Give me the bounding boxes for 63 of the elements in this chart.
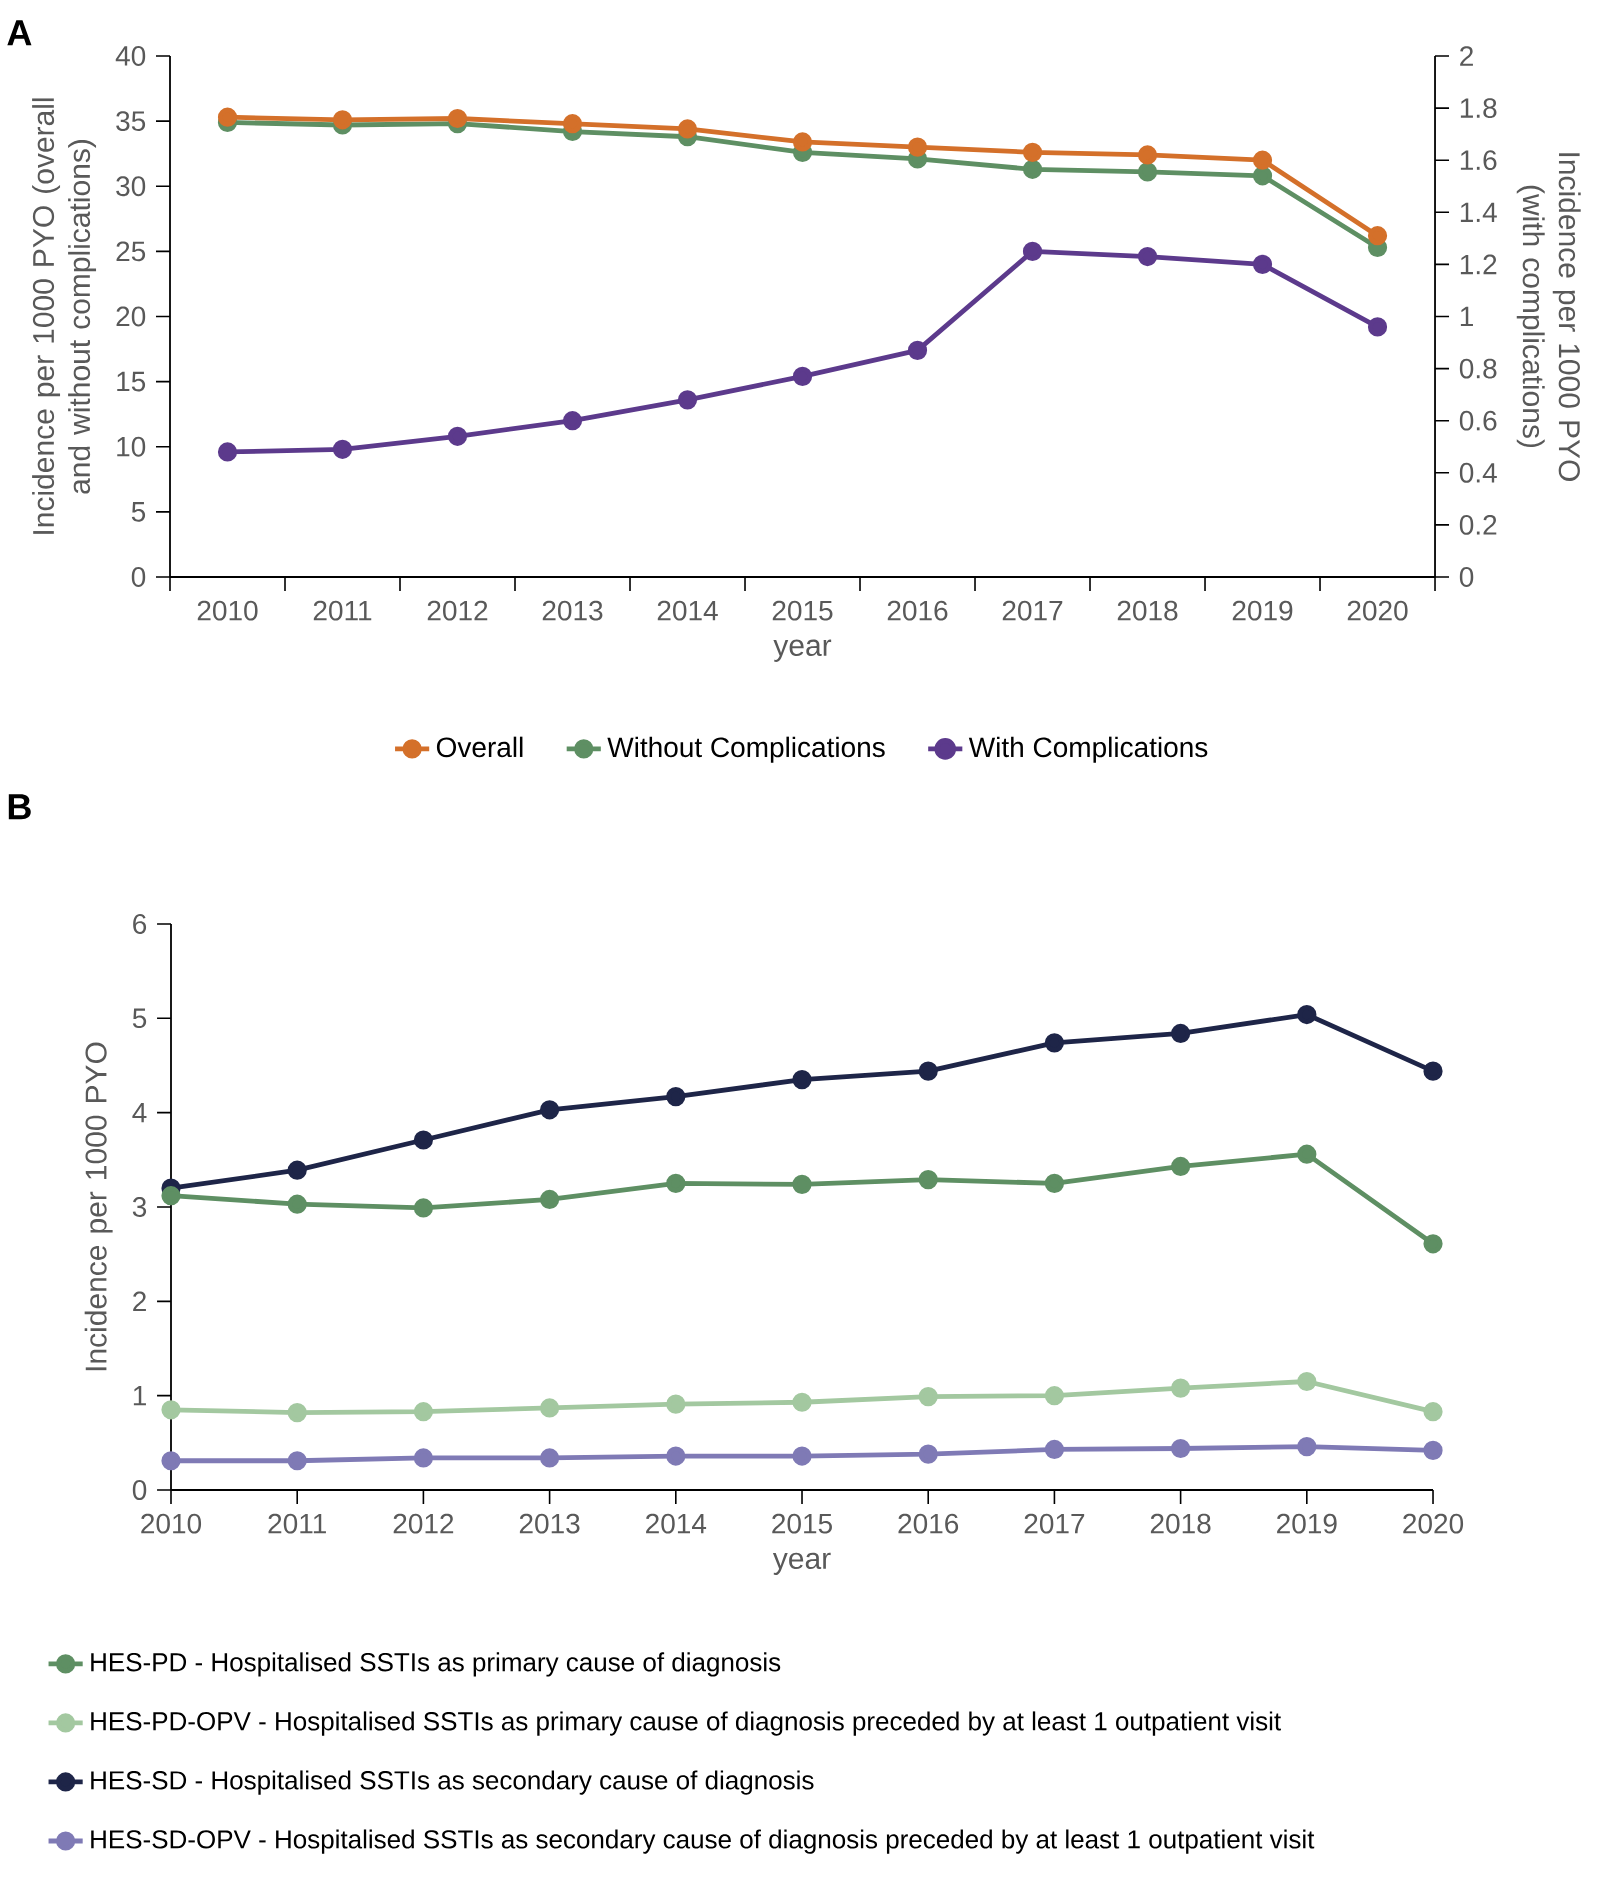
- y-tick-label: 5: [132, 1008, 147, 1029]
- y-tick-label: 15: [117, 371, 146, 392]
- legend-label: HES-SD - Hospitalised SSTIs as secondary cause of diagnosis: [91, 1770, 814, 1795]
- y2-tick-label: 1.6: [1460, 150, 1497, 171]
- y2-tick-label: 1: [1460, 306, 1473, 327]
- y2-tick-label: 1.4: [1460, 202, 1497, 222]
- x-tick-label: 2019: [1232, 600, 1293, 621]
- y2-tick-label: 0: [1459, 567, 1474, 587]
- x-tick-label: 2018: [1150, 1513, 1211, 1534]
- x-tick-label: 2012: [393, 1513, 454, 1534]
- y-tick-label: 5: [131, 502, 146, 522]
- x-tick-label: 2014: [646, 1513, 707, 1534]
- y-tick-label: 40: [115, 46, 146, 66]
- y-tick-label: 1: [133, 1386, 146, 1406]
- x-tick-label: 2014: [657, 600, 718, 621]
- legend-label: HES-PD - Hospitalised SSTIs as primary cause of diagnosis: [91, 1652, 781, 1677]
- y-tick-label: 20: [116, 306, 146, 327]
- x-tick-label: 2012: [427, 600, 488, 621]
- y-tick-label: 30: [116, 176, 146, 197]
- legend-label: HES-SD-OPV - Hospitalised SSTIs as secondary cause of diagnosis preceded by at least 1 outpatient visit: [91, 1829, 1315, 1854]
- x-tick-label: 2015: [772, 1513, 832, 1534]
- x-tick-label: 2019: [1277, 1513, 1337, 1534]
- x-tick-label: 2017: [1002, 600, 1063, 621]
- y-tick-label: 4: [132, 1103, 147, 1123]
- y-tick-label: 25: [116, 241, 146, 262]
- x-tick-label: 2020: [1347, 600, 1408, 621]
- x-tick-label: 2016: [898, 1513, 959, 1534]
- x-tick-label: 2017: [1024, 1513, 1085, 1534]
- y-tick-label: 10: [117, 436, 146, 457]
- y2-tick-label: 2: [1460, 46, 1473, 66]
- y2-tick-label: 1.8: [1460, 98, 1497, 118]
- x-tick-label: 2010: [141, 1513, 202, 1534]
- y-tick-label: 0: [132, 1480, 147, 1500]
- x-tick-label: 2011: [313, 600, 372, 621]
- x-tick-label: 2010: [197, 600, 258, 621]
- y2-axis-title: Incidence per 1000 PYO (with complications): [1516, 153, 1581, 481]
- y-axis-title: Incidence per 1000 PYO: [84, 1042, 113, 1371]
- legend-label: HES-PD-OPV - Hospitalised SSTIs as primary cause of diagnosis preceded by at least 1 outpatient visit: [91, 1711, 1281, 1736]
- y2-tick-label: 0.4: [1459, 462, 1497, 483]
- y-tick-label: 0: [131, 567, 146, 587]
- y-tick-label: 35: [116, 111, 146, 132]
- x-tick-label: 2018: [1117, 600, 1178, 621]
- x-tick-label: 2011: [268, 1513, 326, 1534]
- x-tick-label: 2015: [772, 600, 833, 621]
- legend-label: Without Complications: [607, 736, 885, 763]
- x-tick-label: 2013: [542, 600, 603, 621]
- chart-title: B: [8, 794, 31, 820]
- x-tick-label: 2013: [519, 1513, 580, 1534]
- y-tick-label: 3: [132, 1197, 147, 1217]
- y-tick-label: 6: [133, 914, 147, 934]
- y2-tick-label: 1.2: [1460, 254, 1497, 275]
- x-tick-label: 2020: [1403, 1513, 1464, 1534]
- chart-title: A: [7, 20, 32, 46]
- x-tick-label: 2016: [887, 600, 948, 621]
- legend-label: With Complications: [968, 736, 1208, 763]
- x-axis-title: year: [772, 1552, 831, 1575]
- y2-tick-label: 0.8: [1459, 358, 1497, 379]
- y-axis-title: Incidence per 1000 PYO (overall and without complications): [32, 98, 97, 534]
- legend-label: Overall: [436, 736, 523, 758]
- x-axis-title: year: [773, 639, 832, 662]
- y2-tick-label: 0.2: [1459, 514, 1497, 535]
- y2-tick-label: 0.6: [1459, 410, 1497, 431]
- y-tick-label: 2: [133, 1291, 146, 1312]
